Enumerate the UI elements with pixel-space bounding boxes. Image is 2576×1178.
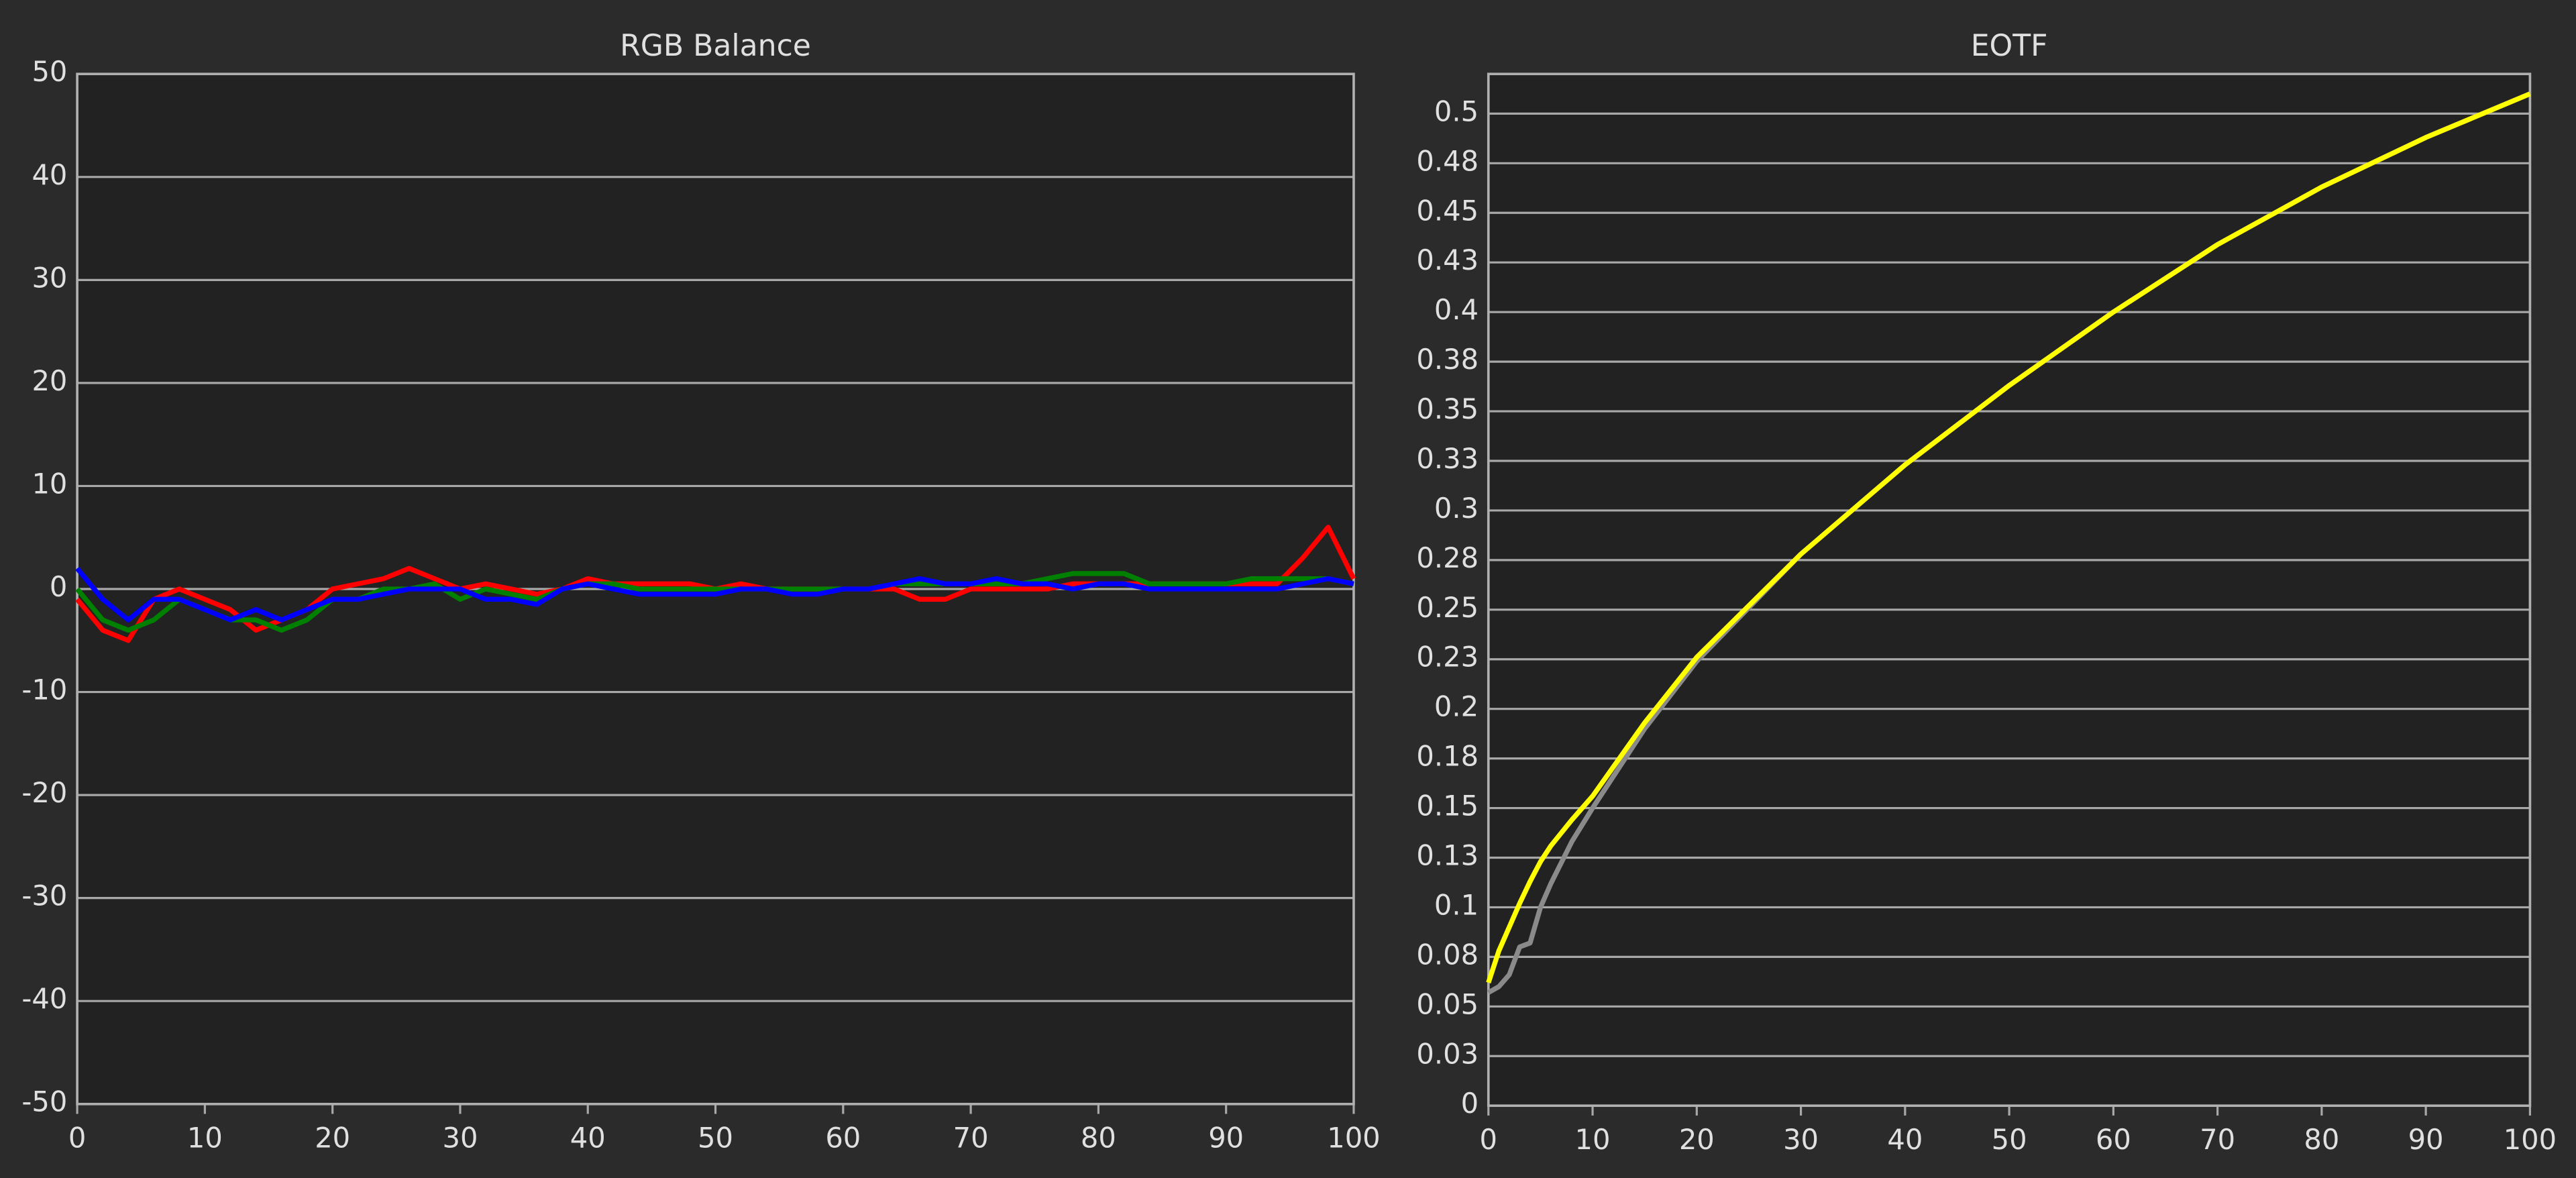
y-tick-label: 40 [32, 158, 67, 191]
y-tick-label: 20 [32, 364, 67, 397]
x-tick-label: 100 [1327, 1122, 1380, 1155]
data-line [1486, 91, 2531, 983]
x-tick-label: 70 [2200, 1123, 2235, 1156]
y-tick-label: 0.48 [1416, 144, 1479, 177]
x-tick-label: 10 [187, 1122, 223, 1155]
x-tick-label: 0 [1480, 1123, 1497, 1156]
x-tick-label: 80 [1081, 1122, 1116, 1155]
x-tick-label: 90 [1208, 1122, 1244, 1155]
y-tick-label: 0.08 [1416, 938, 1479, 971]
x-tick-label: 50 [698, 1122, 733, 1155]
y-tick-label: 0.28 [1416, 541, 1479, 574]
x-tick-label: 80 [2304, 1123, 2339, 1156]
y-tick-label: -50 [21, 1085, 67, 1118]
x-tick-label: 30 [442, 1122, 478, 1155]
y-tick-label: 0.15 [1416, 790, 1479, 822]
plot-area [1488, 74, 2530, 1106]
y-tick-label: 0.13 [1416, 839, 1479, 872]
x-tick-label: 20 [315, 1122, 350, 1155]
y-tick-label: 0.25 [1416, 591, 1479, 624]
x-tick-label: 30 [1783, 1123, 1819, 1156]
y-tick-label: -20 [21, 776, 67, 809]
x-tick-label: 0 [68, 1122, 86, 1155]
x-tick-label: 40 [570, 1122, 606, 1155]
y-tick-label: 0.33 [1416, 442, 1479, 475]
plot-frame [1487, 72, 2532, 1108]
y-tick-label: 30 [32, 261, 67, 294]
y-tick-label: 0.38 [1416, 343, 1479, 376]
y-tick-label: 10 [32, 467, 67, 500]
y-tick-label: -30 [21, 879, 67, 912]
y-tick-label: 0.3 [1434, 492, 1479, 525]
x-tick-label: 40 [1887, 1123, 1923, 1156]
y-tick-label: 0.2 [1434, 690, 1479, 723]
y-tick-label: 0.18 [1416, 740, 1479, 773]
x-tick-label: 60 [2096, 1123, 2131, 1156]
x-tick-label: 100 [2504, 1123, 2557, 1156]
x-tick-label: 70 [953, 1122, 989, 1155]
y-tick-label: 0.1 [1434, 888, 1479, 921]
x-tick-label: 50 [1992, 1123, 2027, 1156]
y-tick-label: -40 [21, 982, 67, 1015]
y-tick-label: 0.05 [1416, 987, 1479, 1020]
data-line [75, 566, 1354, 623]
y-tick-label: 0.23 [1416, 641, 1479, 674]
y-tick-label: 0.45 [1416, 194, 1479, 227]
y-tick-label: -10 [21, 674, 67, 706]
x-tick-label: 90 [2408, 1123, 2444, 1156]
y-tick-label: 0.35 [1416, 392, 1479, 425]
data-line [75, 571, 1354, 633]
chart-title: EOTF [1971, 29, 2048, 63]
y-tick-label: 0 [50, 570, 67, 603]
y-tick-label: 0.4 [1434, 293, 1479, 326]
chart-title: RGB Balance [620, 29, 811, 63]
x-tick-label: 60 [825, 1122, 861, 1155]
x-tick-label: 20 [1679, 1123, 1715, 1156]
y-tick-label: 0.43 [1416, 244, 1479, 276]
y-tick-label: 0 [1461, 1087, 1479, 1120]
y-tick-label: 0.5 [1434, 95, 1479, 127]
y-tick-label: 0.03 [1416, 1037, 1479, 1070]
x-tick-label: 10 [1575, 1123, 1611, 1156]
y-tick-label: 50 [32, 55, 67, 88]
